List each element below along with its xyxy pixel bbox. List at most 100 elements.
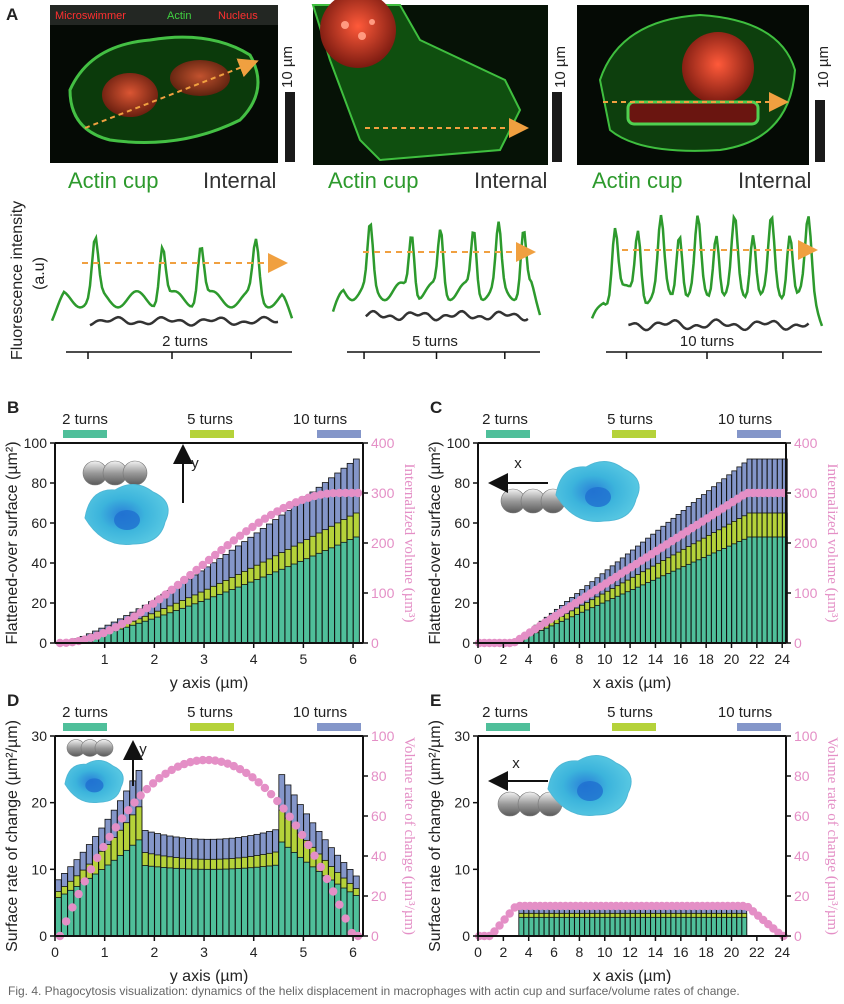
bar-2-turns xyxy=(290,563,298,644)
bar-2-turns xyxy=(191,603,199,644)
volume-point xyxy=(179,575,189,585)
bar-2-turns xyxy=(675,568,682,644)
volume-point xyxy=(229,761,239,771)
legend-swatch xyxy=(737,430,781,438)
bar-2-turns xyxy=(564,916,570,937)
bar-2-turns xyxy=(179,868,186,937)
volume-point xyxy=(74,889,83,899)
y-tick-label: 0 xyxy=(462,928,470,944)
bar-2-turns xyxy=(321,875,329,937)
bar-2-turns xyxy=(579,916,585,937)
legend-swatch xyxy=(486,430,530,438)
volume-point xyxy=(273,507,282,516)
volume-point xyxy=(341,488,350,498)
bar-2-turns xyxy=(640,584,646,644)
bar-2-turns xyxy=(340,887,348,937)
x-axis-label: x axis (µm) xyxy=(593,968,672,984)
legend-label: 2 turns xyxy=(62,704,108,721)
bar-2-turns xyxy=(222,591,230,644)
bar-2-turns xyxy=(569,616,575,644)
bar-2-turns xyxy=(731,916,737,937)
volume-point xyxy=(117,619,127,629)
bar-2-turns xyxy=(741,538,748,644)
bar-2-turns xyxy=(197,601,205,644)
bar-2-turns xyxy=(675,916,682,937)
volume-point xyxy=(353,488,363,498)
scale-bar-1 xyxy=(285,92,295,162)
bar-2-turns xyxy=(259,576,267,644)
panel-label-B: B xyxy=(7,398,19,417)
bar-2-turns xyxy=(700,557,707,644)
volume-point xyxy=(235,531,245,541)
x-tick-label: 6 xyxy=(349,944,357,960)
scale-bar-2 xyxy=(552,92,562,162)
bar-2-turns xyxy=(559,620,565,644)
volume-point xyxy=(297,830,307,840)
x-tick-label: 2 xyxy=(150,944,158,960)
legend-label: 10 turns xyxy=(293,704,347,721)
x-tick-label: 0 xyxy=(474,944,482,960)
cell-nucleus xyxy=(85,778,104,793)
direction-label: x xyxy=(512,755,520,772)
volume-point xyxy=(124,805,133,815)
y2-tick-label: 100 xyxy=(371,585,395,601)
legend-label: 10 turns xyxy=(293,411,347,428)
volume-point xyxy=(167,765,176,775)
x-tick-label: 5 xyxy=(299,944,307,960)
volume-point xyxy=(155,595,164,604)
volume-point xyxy=(99,842,108,852)
bar-2-turns xyxy=(309,866,317,937)
volume-point xyxy=(328,887,338,896)
bar-2-turns xyxy=(148,618,155,644)
bar-2-turns xyxy=(655,577,661,644)
scale-bar-label-2: 10 µm xyxy=(552,46,569,88)
bar-2-turns xyxy=(116,854,124,937)
y-tick-label: 40 xyxy=(454,555,470,571)
panel-label-C: C xyxy=(430,398,442,417)
y2-axis-label: Internalized volume (µm³) xyxy=(401,464,417,623)
bar-2-turns xyxy=(543,916,550,937)
bar-2-turns xyxy=(777,536,783,644)
y2-tick-label: 60 xyxy=(794,808,810,824)
x-tick-label: 1 xyxy=(101,944,109,960)
bar-2-turns xyxy=(135,622,143,644)
x-tick-label: 2 xyxy=(499,651,507,667)
volume-point xyxy=(186,570,195,580)
y-axis-label: Surface rate of change (µm²/µm) xyxy=(427,720,444,952)
legend-label: 5 turns xyxy=(187,411,233,428)
cell-nucleus xyxy=(577,781,603,801)
bar-2-turns xyxy=(61,893,68,937)
bar-2-turns xyxy=(695,916,702,937)
bar-2-turns xyxy=(736,541,743,644)
y2-tick-label: 100 xyxy=(794,585,818,601)
bar-2-turns xyxy=(154,866,161,937)
volume-point xyxy=(130,612,139,621)
x-tick-label: 10 xyxy=(597,944,613,960)
bar-2-turns xyxy=(665,916,672,937)
legend-swatch xyxy=(190,723,234,731)
legend-label: 5 turns xyxy=(607,704,653,721)
actin-cup-label-1: Actin cup xyxy=(68,168,159,193)
y2-tick-label: 80 xyxy=(794,768,810,784)
bar-2-turns xyxy=(340,541,348,644)
x-tick-label: 4 xyxy=(525,944,533,960)
bar-2-turns xyxy=(538,630,545,644)
y2-tick-label: 0 xyxy=(794,635,802,651)
x-tick-label: 16 xyxy=(673,944,689,960)
bar-2-turns xyxy=(278,841,286,937)
actin-trace xyxy=(331,221,542,316)
bar-2-turns xyxy=(589,607,596,644)
intensity-ylabel-unit: (a.u) xyxy=(31,257,48,290)
bar-2-turns xyxy=(650,579,656,644)
bar-2-turns xyxy=(216,593,224,644)
bar-2-turns xyxy=(284,846,292,937)
y2-axis-label: Volume rate of change (µm³/µm) xyxy=(401,737,417,935)
legend-actin: Actin xyxy=(167,10,191,22)
y2-tick-label: 80 xyxy=(371,768,387,784)
panel-label-A: A xyxy=(6,5,18,24)
bar-2-turns xyxy=(655,916,661,937)
bar-2-turns xyxy=(721,916,727,937)
y2-tick-label: 40 xyxy=(794,848,810,864)
internal-label-2: Internal xyxy=(474,168,547,193)
bar-2-turns xyxy=(599,916,606,937)
